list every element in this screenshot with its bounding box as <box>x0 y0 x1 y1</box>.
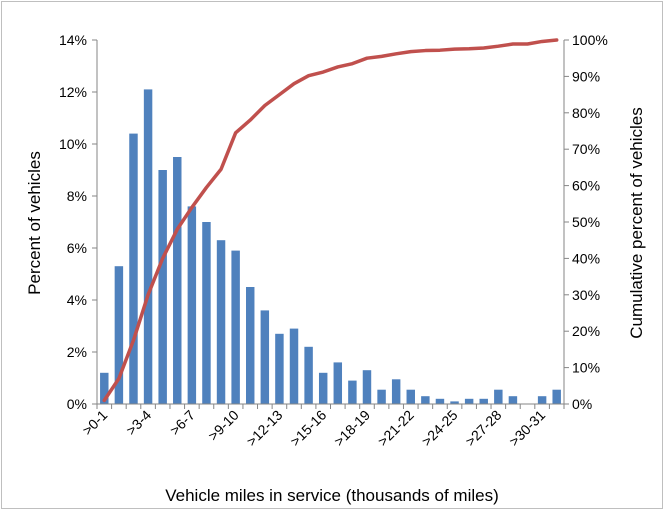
y2-tick-label: 70% <box>572 141 600 157</box>
bar-30 <box>538 396 546 404</box>
bar-6 <box>188 206 196 404</box>
y-axis-title: Percent of vehicles <box>25 151 44 295</box>
x-axis-title: Vehicle miles in service (thousands of m… <box>165 486 499 505</box>
bar-19 <box>377 390 385 404</box>
bar-5 <box>173 157 181 404</box>
x-tick-label: >21-22 <box>374 407 417 450</box>
bar-25 <box>465 399 473 404</box>
bar-26 <box>480 399 488 404</box>
x-tick-label: >30-31 <box>506 407 549 450</box>
bar-8 <box>217 240 225 404</box>
bar-14 <box>304 347 312 404</box>
y2-tick-label: 40% <box>572 250 600 266</box>
x-tick-label: >15-16 <box>287 407 330 450</box>
bar-18 <box>363 370 371 404</box>
y2-tick-label: 50% <box>572 214 600 230</box>
bar-4 <box>158 170 166 404</box>
y-tick-label: 0% <box>67 396 87 412</box>
bar-20 <box>392 379 400 404</box>
x-tick-label: >6-7 <box>167 407 199 439</box>
axes <box>97 40 564 404</box>
bar-11 <box>261 310 269 404</box>
y-tick-label: 2% <box>67 344 87 360</box>
bar-17 <box>348 381 356 404</box>
y2-tick-label: 100% <box>572 32 608 48</box>
x-tick-label: >24-25 <box>418 407 461 450</box>
cumulative-line <box>104 40 556 400</box>
y2-axis-ticks: 0% 10% 20% 30% 40% 50% 60% 70% 80% 90% 100% <box>564 32 608 412</box>
bar-22 <box>421 396 429 404</box>
y2-tick-label: 10% <box>572 360 600 376</box>
bar-16 <box>334 362 342 404</box>
y-axis-ticks: 0% 2% 4% 6% 8% 10% 12% 14% <box>59 32 97 412</box>
bar-13 <box>290 329 298 404</box>
y2-tick-label: 20% <box>572 323 600 339</box>
y-tick-label: 14% <box>59 32 87 48</box>
bar-3 <box>144 89 152 404</box>
x-tick-label: >3-4 <box>123 407 155 439</box>
bar-2 <box>129 134 137 404</box>
bar-10 <box>246 287 254 404</box>
y2-tick-label: 30% <box>572 287 600 303</box>
y2-tick-label: 60% <box>572 178 600 194</box>
y-tick-label: 12% <box>59 84 87 100</box>
x-tick-label: >9-10 <box>205 407 242 444</box>
bar-23 <box>436 399 444 404</box>
y2-tick-label: 0% <box>572 396 592 412</box>
bar-15 <box>319 373 327 404</box>
cumulative-line-series <box>104 40 556 400</box>
y2-axis-title: Cumulative percent of vehicles <box>627 107 646 339</box>
bar-21 <box>407 390 415 404</box>
y2-tick-label: 90% <box>572 68 600 84</box>
y-tick-label: 8% <box>67 188 87 204</box>
x-tick-label: >27-28 <box>462 407 505 450</box>
x-tick-label: >12-13 <box>243 407 286 450</box>
y2-tick-label: 80% <box>572 105 600 121</box>
bar-9 <box>231 251 239 404</box>
bar-12 <box>275 334 283 404</box>
bar-28 <box>509 396 517 404</box>
x-axis-ticks: >0-1 >3-4 >6-7 >9-10 >12-13 >15-16 >18-19 >21-2… <box>79 404 564 449</box>
y-tick-label: 4% <box>67 292 87 308</box>
y-tick-label: 10% <box>59 136 87 152</box>
y-tick-label: 6% <box>67 240 87 256</box>
x-tick-label: >18-19 <box>331 407 374 450</box>
bar-31 <box>552 390 560 404</box>
bar-7 <box>202 222 210 404</box>
bar-27 <box>494 390 502 404</box>
